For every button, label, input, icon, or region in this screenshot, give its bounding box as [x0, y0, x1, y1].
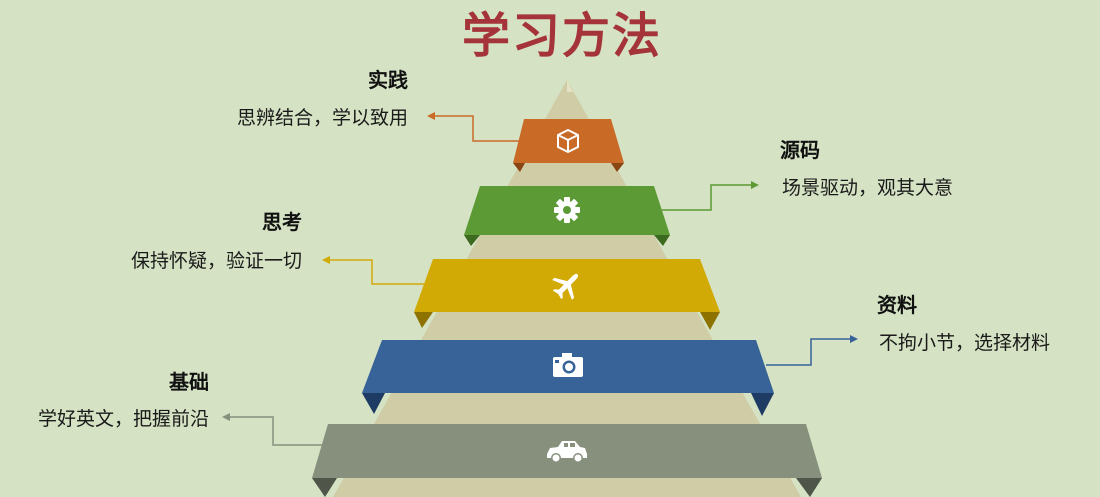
level-source-fold-left: [464, 235, 480, 246]
connector-source: [662, 184, 753, 211]
cube-icon: [557, 129, 579, 153]
car-icon: [547, 441, 587, 463]
level-practice-label: 实践: [368, 68, 408, 92]
level-thinking-fold-right: [700, 312, 720, 330]
level-materials: [362, 340, 774, 416]
page-title: 学习方法: [461, 8, 662, 64]
level-basics-fold-right: [796, 478, 822, 497]
level-practice-fold-right: [611, 163, 624, 172]
pyramid-highlight: [567, 80, 573, 92]
connector-basics: [228, 416, 322, 446]
arrow-head-source: [751, 181, 759, 189]
level-basics-label: 基础: [169, 370, 209, 394]
level-practice-desc: 思辨结合，学以致用: [236, 107, 408, 129]
camera-icon: [553, 353, 583, 377]
arrow-head-practice: [427, 112, 435, 120]
level-source: [464, 186, 670, 246]
level-basics-fold-left: [312, 478, 337, 497]
gear-icon: [554, 197, 580, 223]
level-basics-desc: 学好英文，把握前沿: [37, 408, 209, 430]
arrow-head-thinking: [322, 256, 330, 264]
level-materials-label: 资料: [877, 293, 917, 317]
level-basics: [312, 424, 822, 497]
connector-practice: [431, 115, 520, 142]
level-thinking-fold-left: [414, 312, 433, 328]
level-thinking-desc: 保持怀疑，验证一切: [130, 250, 302, 272]
level-thinking-label: 思考: [262, 210, 302, 234]
level-source-fold-right: [654, 235, 670, 246]
level-practice: [513, 119, 624, 172]
level-materials-fold-right: [751, 393, 774, 416]
level-practice-fold-left: [513, 163, 525, 172]
level-materials-desc: 不拘小节，选择材料: [879, 332, 1051, 354]
level-source-label: 源码: [780, 138, 820, 162]
arrow-head-materials: [850, 335, 858, 343]
airplane-icon: [552, 273, 579, 300]
level-materials-fold-left: [362, 393, 385, 414]
level-source-desc: 场景驱动，观其大意: [782, 177, 954, 199]
connector-materials: [766, 338, 852, 366]
connector-thinking: [326, 259, 424, 285]
level-thinking: [414, 259, 720, 330]
arrow-head-basics: [222, 413, 230, 421]
